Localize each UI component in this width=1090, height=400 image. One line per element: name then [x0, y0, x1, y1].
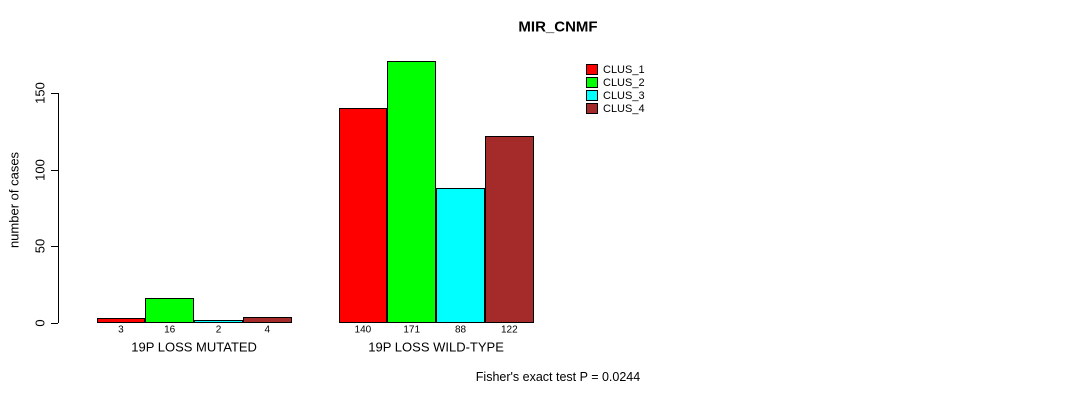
bar-clus_3-1: [194, 319, 243, 323]
bar-value-label: 122: [500, 324, 518, 336]
legend-label-clus_4: CLUS_4: [603, 102, 645, 115]
bar-value-label: 171: [403, 324, 421, 336]
legend-swatch-clus_3: [586, 90, 598, 101]
legend-swatch-clus_2: [586, 77, 598, 88]
y-axis-tick-label: 50: [32, 239, 48, 254]
y-axis-tick: [51, 246, 58, 248]
y-axis-label: number of cases: [6, 151, 22, 249]
y-axis-line: [58, 93, 59, 323]
bar-value-label: 2: [215, 324, 222, 336]
y-axis-tick-label: 100: [32, 158, 48, 181]
bar-value-label: 4: [264, 324, 271, 336]
bar-clus_1-1: [96, 318, 146, 323]
bar-clus_4-2: [484, 135, 534, 323]
legend-label-clus_2: CLUS_2: [603, 76, 645, 89]
bar-value-label: 3: [118, 324, 124, 336]
bar-value-label: 140: [354, 324, 372, 336]
chart-title: MIR_CNMF: [518, 18, 598, 36]
bar-clus_3-2: [436, 187, 485, 323]
annotation-text: Fisher's exact test P = 0.0244: [475, 370, 641, 384]
x-category-label: 19P LOSS WILD-TYPE: [368, 339, 504, 355]
bar-clus_1-2: [338, 108, 388, 323]
bar-clus_2-2: [387, 60, 437, 323]
bar-clus_2-1: [145, 298, 195, 323]
y-axis-tick-label: 0: [32, 319, 48, 327]
y-axis-tick: [51, 169, 58, 171]
bar-clus_4-1: [242, 316, 292, 323]
y-axis-tick: [51, 92, 58, 94]
y-axis-tick: [51, 323, 58, 324]
y-axis-tick-label: 150: [32, 81, 48, 104]
legend-swatch-clus_4: [586, 103, 598, 114]
legend-swatch-clus_1: [586, 64, 598, 75]
legend-label-clus_3: CLUS_3: [603, 89, 645, 102]
bar-value-label: 16: [164, 324, 176, 336]
x-category-label: 19P LOSS MUTATED: [131, 339, 257, 355]
bar-value-label: 88: [454, 324, 467, 336]
legend-label-clus_1: CLUS_1: [603, 63, 645, 76]
